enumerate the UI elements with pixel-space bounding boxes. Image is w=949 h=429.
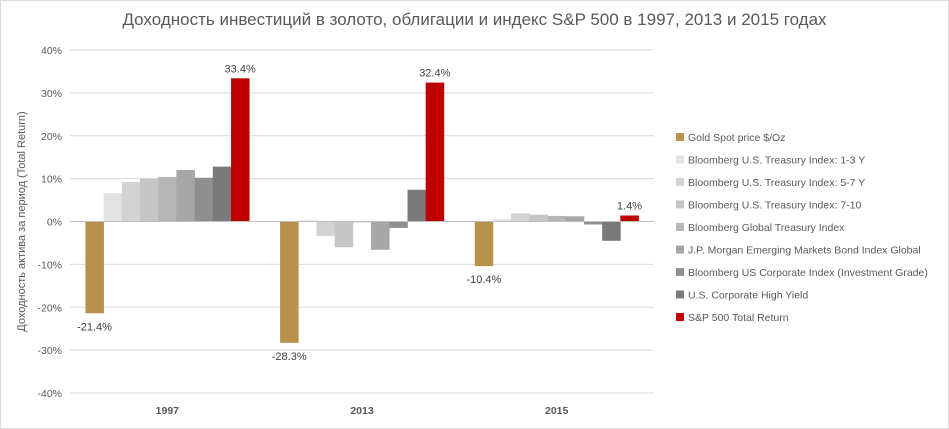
y-tick-label: -10%: [37, 259, 62, 271]
y-tick-label: -30%: [37, 345, 62, 357]
legend: Gold Spot price $/Oz Bloomberg U.S. Treas…: [676, 132, 928, 324]
bar: [547, 215, 567, 222]
bar: [231, 78, 250, 222]
bar: [140, 178, 159, 222]
legend-label: Bloomberg U.S. Treasury Index: 5-7 Y: [688, 177, 865, 189]
legend-swatch: [676, 200, 684, 209]
legend-swatch: [676, 155, 684, 164]
bar: [103, 193, 123, 222]
bar: [212, 166, 232, 222]
bar: [583, 221, 603, 225]
legend-label: Bloomberg US Corporate Index (Investment…: [688, 267, 928, 279]
bar: [85, 221, 104, 314]
chart-title: Доходность инвестиций в золото, облигаци…: [122, 10, 827, 29]
bar: [474, 221, 494, 267]
bar: [298, 220, 317, 222]
data-labels: -21.4% -28.3% -10.4% 33.4% 32.4% 1.4%: [77, 63, 642, 363]
legend-label: Bloomberg U.S. Treasury Index: 7-10: [688, 200, 861, 212]
category-label: 2015: [545, 405, 569, 417]
y-tick-label: 40%: [41, 45, 62, 57]
legend-label: Bloomberg Global Treasury Index: [688, 222, 845, 234]
bars: [85, 78, 639, 343]
bar: [121, 182, 141, 222]
bar: [529, 214, 548, 222]
legend-swatch: [676, 290, 684, 299]
bar: [565, 216, 585, 222]
bar: [176, 170, 195, 222]
y-tick-label: 10%: [41, 174, 62, 186]
data-label: 1.4%: [617, 200, 642, 212]
bar: [492, 218, 512, 222]
legend-swatch: [676, 178, 684, 186]
y-tick-label: 20%: [41, 131, 62, 143]
axes: 40% 30% 20% 10% 0% -10% -20% -30% -40% Доходность…: [16, 45, 654, 417]
bar: [407, 189, 426, 222]
y-tick-label: 30%: [41, 88, 62, 100]
data-label: 32.4%: [419, 68, 450, 80]
legend-swatch: [676, 133, 684, 141]
bar: [425, 82, 445, 222]
data-label: -10.4%: [466, 274, 501, 286]
bar: [194, 177, 214, 222]
legend-label: J.P. Morgan Emerging Markets Bond Index …: [688, 245, 921, 257]
data-label: -21.4%: [77, 321, 112, 333]
y-axis-title: Доходность актива за период (Total Retur…: [16, 111, 28, 331]
y-tick-label: -20%: [37, 302, 62, 314]
bar: [280, 221, 299, 343]
bar: [602, 221, 621, 241]
bar: [371, 221, 390, 250]
legend-swatch: [676, 268, 684, 276]
legend-label: U.S. Corporate High Yield: [688, 290, 808, 302]
y-tick-label: 0%: [47, 217, 62, 229]
legend-swatch: [676, 245, 684, 254]
bar: [389, 221, 408, 228]
y-tick-label: -40%: [37, 388, 62, 400]
bar: [620, 215, 639, 222]
category-label: 2013: [350, 405, 374, 417]
legend-swatch: [676, 223, 684, 231]
data-label: 33.4%: [225, 63, 256, 75]
legend-swatch: [676, 313, 684, 321]
data-label: -28.3%: [272, 351, 307, 363]
bar: [334, 221, 354, 248]
legend-label: Gold Spot price $/Oz: [688, 132, 785, 144]
category-label: 1997: [156, 405, 180, 417]
bar: [316, 221, 335, 237]
legend-label: Bloomberg U.S. Treasury Index: 1-3 Y: [688, 155, 865, 167]
bar: [158, 176, 177, 222]
legend-label: S&P 500 Total Return: [688, 312, 789, 324]
bar: [511, 213, 530, 222]
